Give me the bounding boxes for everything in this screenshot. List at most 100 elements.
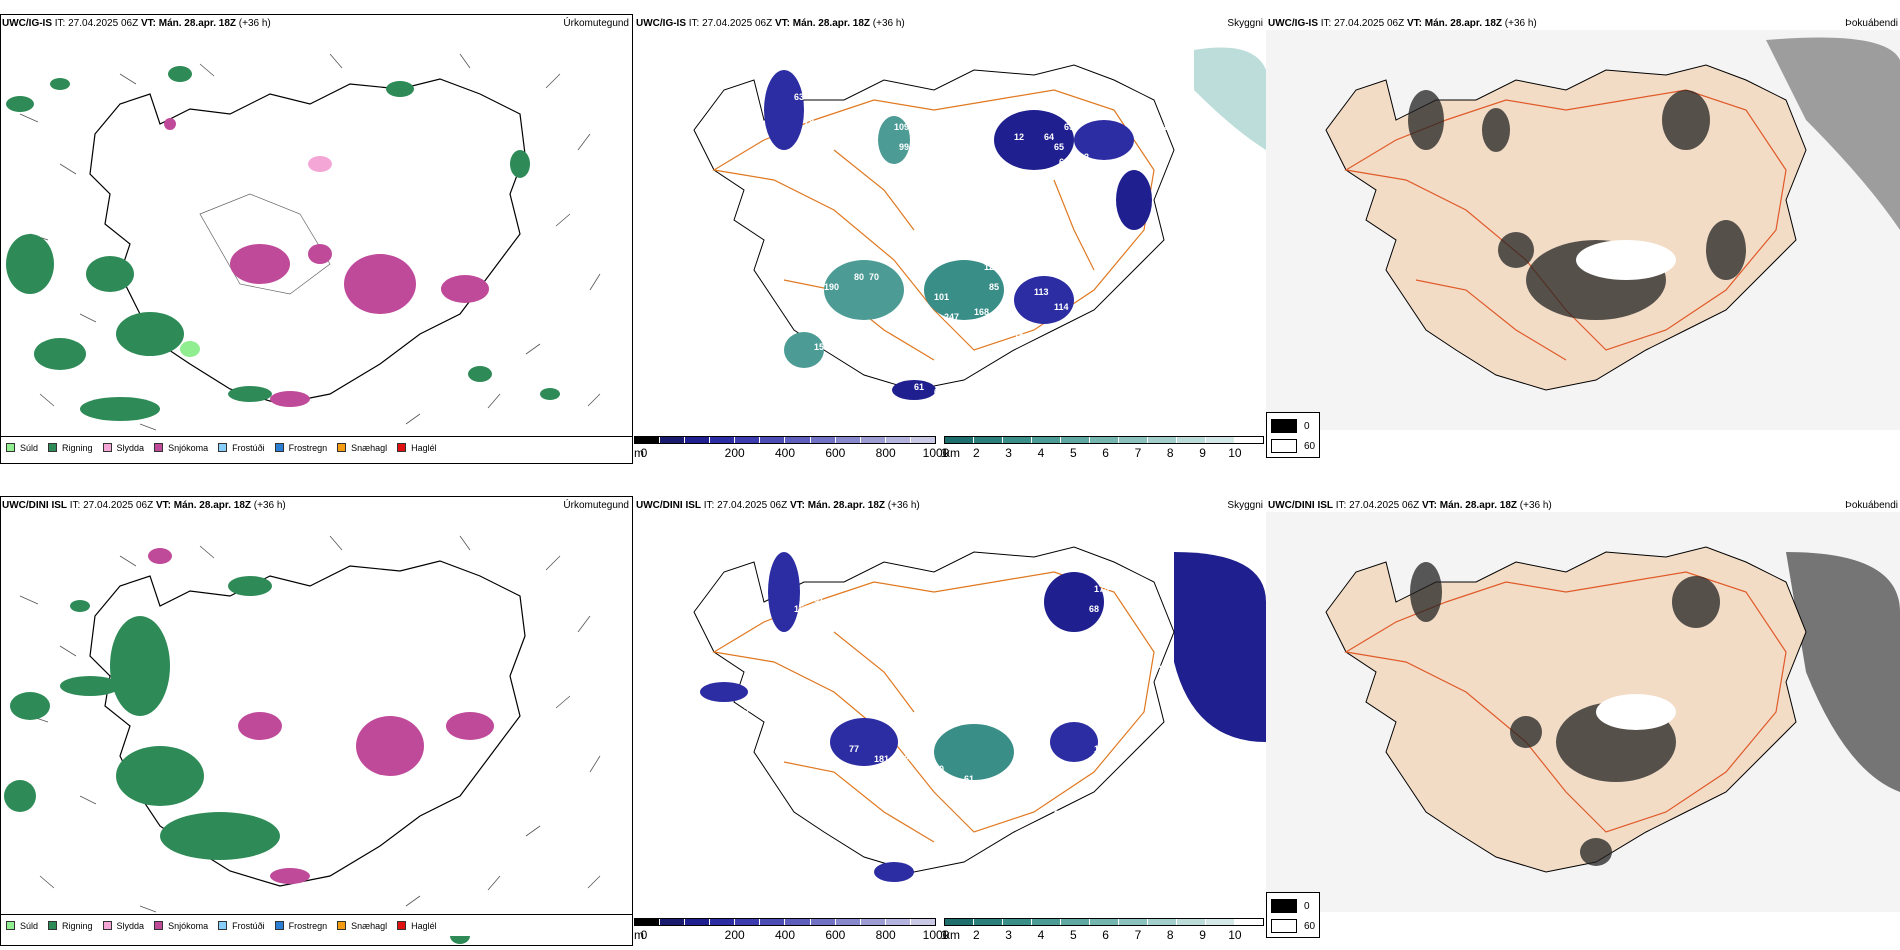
colorbar-strip	[634, 436, 936, 444]
precip-legend-item: Frostúði	[218, 443, 265, 453]
colorbar-segment	[635, 919, 661, 925]
colorbar-tick-label: 3	[1005, 928, 1012, 942]
colorbar-tick-label: 2	[972, 928, 980, 942]
colorbar-segment	[1032, 437, 1061, 443]
colorbar-tick-label: 10	[1228, 928, 1242, 942]
colorbar-segment	[1061, 919, 1090, 925]
visibility-value-label: 87	[814, 594, 824, 604]
visibility-blobs	[700, 552, 1104, 882]
model-name: UWC/DINI ISL	[2, 500, 67, 511]
iceland-outline	[693, 546, 1175, 873]
visibility-panel-title: Skyggni	[1227, 18, 1263, 29]
colorbar-segment	[1061, 437, 1090, 443]
visibility-value-label: 23	[1149, 704, 1159, 714]
colorbar-tick-label: 8	[1166, 446, 1174, 460]
colorbar-segment	[1235, 919, 1263, 925]
fog-legend-label-0: 0	[1304, 420, 1310, 432]
visibility-value-label: 82	[1159, 664, 1169, 674]
colorbar-segment	[910, 919, 935, 925]
visibility-value-label: 132	[1064, 252, 1079, 262]
vt-value: Mán. 28.apr. 18Z	[173, 500, 252, 511]
colorbar-segment	[1003, 437, 1032, 443]
visibility-value-label: 168	[989, 814, 1004, 824]
visibility-value-label: 85	[784, 544, 794, 554]
precip-legend-item: Snjókoma	[154, 443, 208, 453]
visibility-value-label: 71	[894, 884, 904, 894]
it-label: IT:	[688, 18, 700, 29]
it-value: 27.04.2025 06Z	[1334, 18, 1405, 29]
precip-legend-row1: Súld Rigning Slydda Snjókoma Frostúði Frostre…	[0, 436, 633, 458]
fog-panel-row2	[1266, 512, 1900, 912]
fog-legend-swatch-0	[1271, 899, 1297, 913]
precip-legend-label: Slydda	[116, 920, 145, 931]
visibility-value-label: 63	[794, 92, 804, 102]
precip-legend-swatch	[218, 921, 228, 930]
visibility-value-label: 101	[934, 292, 949, 302]
visibility-value-label: 124	[974, 834, 989, 844]
colorbar-tick-label: 600	[825, 928, 846, 942]
it-value: 27.04.2025 06Z	[83, 500, 154, 511]
visibility-value-label: 29	[1144, 589, 1154, 599]
precip-map-row1	[6, 53, 601, 431]
precip-legend-swatch	[274, 921, 284, 930]
precip-legend-swatch	[274, 443, 284, 452]
precip-legend-item: Frostúði	[218, 921, 265, 931]
model-name: UWC/DINI ISL	[1268, 500, 1333, 511]
colorbar-unit: km	[944, 446, 960, 460]
precip-legend-swatch	[218, 443, 228, 452]
precip-legend-label: Snæhagl	[351, 442, 388, 453]
colorbar-tick-label: 1000	[922, 928, 950, 942]
model-name: UWC/DINI ISL	[636, 500, 701, 511]
colorbar-tick-label: 6	[1102, 928, 1109, 942]
colorbar-tick-label: 10	[1228, 446, 1242, 460]
visibility-value-label: 94	[784, 62, 794, 72]
colorbar-tick-label: 1	[940, 928, 948, 942]
precip-legend-swatch	[6, 921, 15, 930]
visibility-value-label: 85	[989, 282, 999, 292]
colorbar-segment	[810, 919, 836, 925]
colorbar-segment	[835, 437, 861, 443]
visibility-value-label: 244	[904, 754, 919, 764]
precip-legend-swatch	[154, 921, 164, 930]
precip-legend-label: Haglél	[411, 920, 437, 931]
visibility-value-label: 68	[1089, 604, 1099, 614]
visibility-panel-title: Skyggni	[1227, 500, 1263, 511]
precip-legend-swatch	[102, 443, 112, 452]
precip-legend-label: Slydda	[116, 442, 145, 453]
model-name: UWC/IG-IS	[2, 18, 52, 29]
visibility-value-label: 156	[814, 342, 829, 352]
lead-time: (+36 h)	[238, 18, 271, 29]
lead-time: (+36 h)	[1504, 18, 1537, 29]
colorbar-segment	[910, 437, 935, 443]
visibility-value-label: 61	[964, 774, 974, 784]
visibility-panel-row2: 85 74 87 158 4 198 178 68 772 29 86 85 82 23 97 111 61 60…	[634, 512, 1266, 912]
colorbar-tick-label: 6	[1102, 446, 1109, 460]
colorbar-tick-label: 200	[724, 928, 745, 942]
visibility-value-label: 158	[794, 604, 809, 614]
visibility-value-label: 12	[1014, 132, 1024, 142]
colorbar-tick-label: 5	[1069, 446, 1077, 460]
colorbar-segment	[945, 919, 974, 925]
visibility-value-label: 83	[1104, 112, 1114, 122]
visibility-value-label: 42	[984, 132, 994, 142]
precip-legend-item: Rigning	[48, 921, 93, 931]
fog-panel-title: Þokuábendi	[1845, 18, 1898, 29]
vt-value: Mán. 28.apr. 18Z	[807, 500, 886, 511]
it-label: IT:	[54, 18, 66, 29]
visibility-value-label: 123	[929, 237, 944, 247]
precip-legend-label: Frostregn	[288, 442, 328, 453]
colorbar-segment	[685, 919, 711, 925]
visibility-value-label: 199	[974, 804, 989, 814]
fog-panel-row1	[1266, 30, 1900, 430]
visibility-value-label: 60	[934, 764, 944, 774]
colorbar-segment	[1119, 437, 1148, 443]
colorbar-tick-label: 800	[875, 928, 896, 942]
colorbar-segment	[860, 919, 886, 925]
colorbar-segment	[785, 919, 811, 925]
fog-panel-title: Þokuábendi	[1845, 500, 1898, 511]
visibility-m-colorbar-row1: m 0 200 400 600 800 1000	[634, 436, 949, 466]
colorbar-segment	[945, 437, 974, 443]
visibility-labels-row1: 94 63 78 109 99 12 6 42 12 602 64 69 83 155 285 65 66 102…	[784, 62, 1184, 397]
precip-legend-item: Snæhagl	[337, 921, 387, 931]
colorbar-tick-label: 200	[724, 446, 745, 460]
